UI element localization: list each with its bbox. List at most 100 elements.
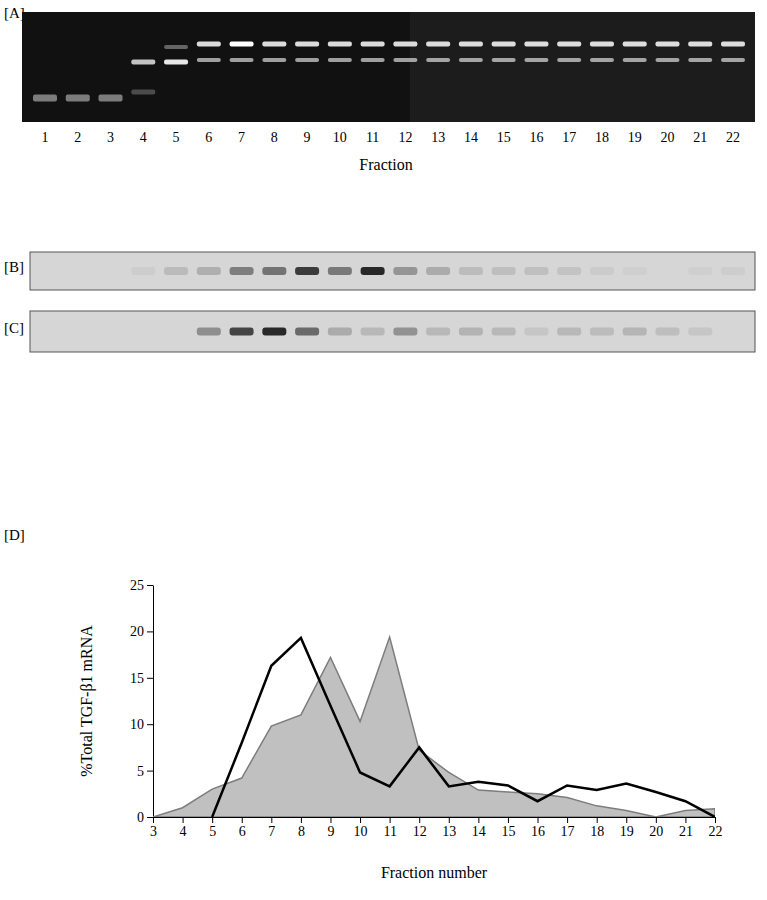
tick-label: 13: [442, 824, 456, 839]
gel-band: [459, 58, 483, 62]
panel-label: [C]: [4, 320, 24, 336]
tick-label: 5: [137, 764, 144, 779]
blot-band: [393, 267, 417, 275]
tick: 19: [620, 817, 634, 839]
blot-band: [328, 267, 352, 275]
blot-band: [524, 328, 548, 336]
tick-label: 21: [679, 824, 693, 839]
figure: [A][B][C][D]1234567891011121314151617181…: [0, 0, 767, 900]
y-axis-title: %Total TGF-β1 mRNA: [78, 625, 96, 777]
tick: 10: [130, 717, 153, 732]
lane-label: 9: [304, 130, 311, 145]
tick: 4: [180, 817, 187, 839]
axis-line: [153, 586, 154, 818]
tick-mark: [478, 817, 479, 823]
tick-label: 15: [130, 671, 144, 686]
lane-label: 6: [205, 130, 212, 145]
tick-mark: [685, 817, 686, 823]
gel-band: [262, 42, 286, 47]
tick-mark: [330, 817, 331, 823]
lane-label: 13: [431, 130, 445, 145]
line-series: [212, 638, 715, 817]
blot-band: [262, 267, 286, 275]
gel-band: [426, 58, 450, 62]
axis-line: [154, 817, 716, 818]
gel-band: [328, 58, 352, 62]
lane-label: 15: [497, 130, 511, 145]
lane-label: 17: [562, 130, 576, 145]
gel-band: [721, 42, 745, 47]
blot-band: [459, 328, 483, 336]
blot-band: [623, 267, 647, 275]
tick: 20: [130, 624, 153, 639]
tick: 15: [130, 671, 153, 686]
tick: 13: [442, 817, 456, 839]
blot-band: [492, 328, 516, 336]
blot-band: [524, 267, 548, 275]
tick-mark: [656, 817, 657, 823]
gel-band: [131, 60, 155, 65]
tick-mark: [597, 817, 598, 823]
tick-label: 20: [130, 624, 144, 639]
tick-mark: [147, 631, 153, 632]
gel-band: [33, 95, 57, 102]
gel-band: [524, 58, 548, 62]
blot-band: [131, 267, 155, 275]
gel-band: [393, 58, 417, 62]
tick: 25: [130, 578, 153, 593]
x-axis: 345678910111213141516171819202122: [150, 817, 723, 839]
tick-mark: [147, 817, 153, 818]
tick-label: 6: [239, 824, 246, 839]
blot-band: [590, 267, 614, 275]
gel-band: [492, 42, 516, 47]
blot-c: [30, 311, 755, 352]
gel-band: [164, 45, 188, 49]
blot-band: [361, 267, 385, 275]
tick: 21: [679, 817, 693, 839]
lane-label: 20: [660, 130, 674, 145]
tick: 5: [209, 817, 216, 839]
blot-band: [721, 267, 745, 275]
gel-band: [557, 58, 581, 62]
tick-label: 10: [130, 717, 144, 732]
tick: 11: [383, 817, 396, 839]
blot-band: [295, 328, 319, 336]
blot-band: [459, 267, 483, 275]
blot-background: [30, 252, 755, 290]
gel-band: [262, 58, 286, 62]
area-series: [153, 637, 715, 817]
tick-mark: [147, 585, 153, 586]
gel-band: [655, 58, 679, 62]
gel-band: [688, 58, 712, 62]
tick: 5: [137, 764, 153, 779]
gel-band: [328, 42, 352, 47]
lane-label: 1: [42, 130, 49, 145]
panel-label: [D]: [4, 527, 25, 543]
tick-mark: [147, 771, 153, 772]
tick-label: 25: [130, 578, 144, 593]
tick: 8: [298, 817, 305, 839]
blot-band: [295, 267, 319, 275]
gel-band: [623, 58, 647, 62]
blot-b: [30, 252, 755, 290]
tick-mark: [360, 817, 361, 823]
lane-label: 14: [464, 130, 478, 145]
gel-band: [66, 95, 90, 102]
gel-band: [361, 58, 385, 62]
gel-band: [721, 58, 745, 62]
lane-label: 10: [333, 130, 347, 145]
lane-label: 4: [140, 130, 147, 145]
blot-band: [361, 328, 385, 336]
tick-mark: [271, 817, 272, 823]
tick-mark: [153, 817, 154, 823]
lane-label: 2: [74, 130, 81, 145]
tick-mark: [538, 817, 539, 823]
blot-band: [230, 267, 254, 275]
tick-mark: [212, 817, 213, 823]
tick: 12: [413, 817, 427, 839]
tick-mark: [390, 817, 391, 823]
gel-band: [524, 42, 548, 47]
tick-label: 18: [590, 824, 604, 839]
lane-label: 22: [726, 130, 740, 145]
tick: 20: [649, 817, 663, 839]
